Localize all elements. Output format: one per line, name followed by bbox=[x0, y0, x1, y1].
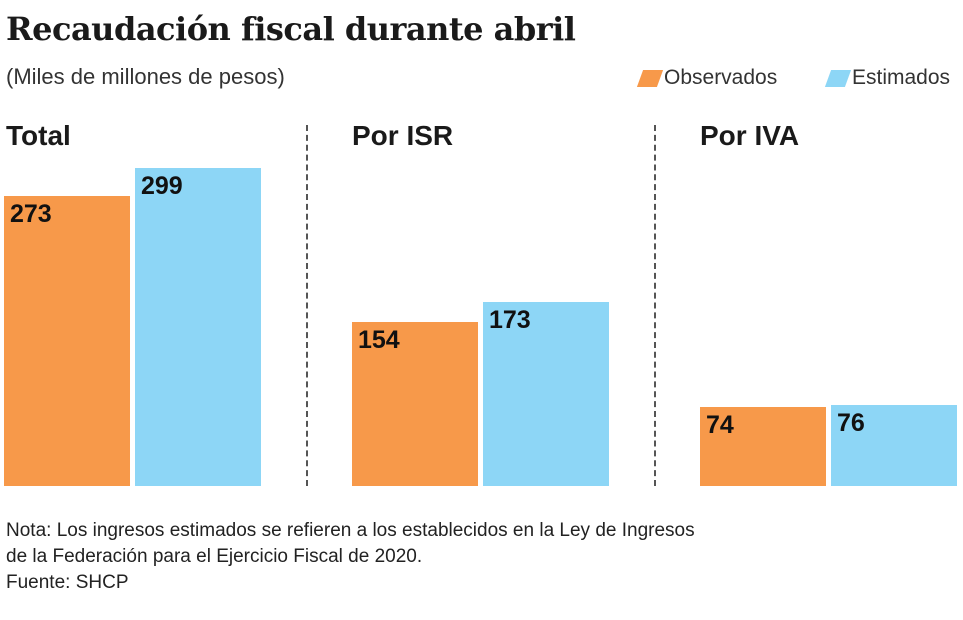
bar-estimados bbox=[135, 168, 261, 486]
panel-divider bbox=[654, 125, 656, 486]
legend-label: Observados bbox=[664, 66, 778, 89]
note-line: Nota: Los ingresos estimados se refieren… bbox=[6, 520, 695, 541]
panel-title-total: Total bbox=[6, 120, 71, 151]
note-line: de la Federación para el Ejercicio Fisca… bbox=[6, 546, 423, 567]
footnote: Nota: Los ingresos estimados se refieren… bbox=[6, 518, 695, 596]
bar-estimados bbox=[831, 405, 957, 486]
chart-subtitle: (Miles de millones de pesos) bbox=[6, 64, 285, 89]
legend-swatch-observados bbox=[636, 69, 664, 87]
data-label: 154 bbox=[358, 326, 400, 355]
data-label: 273 bbox=[10, 199, 52, 228]
source-line: Fuente: SHCP bbox=[6, 572, 129, 593]
legend-label: Estimados bbox=[852, 66, 951, 89]
data-label: 299 bbox=[141, 172, 183, 200]
bar-observados bbox=[700, 407, 826, 486]
panel-divider bbox=[306, 125, 308, 486]
bar-observados bbox=[352, 322, 478, 486]
legend-estimados: Estimados bbox=[824, 66, 951, 90]
legend-swatch-estimados bbox=[824, 69, 852, 87]
legend-observados: Observados bbox=[636, 66, 778, 90]
data-label: 173 bbox=[489, 306, 531, 334]
data-label: 76 bbox=[837, 409, 865, 438]
bar-observados bbox=[4, 195, 130, 486]
panel-title-iva: Por IVA bbox=[700, 120, 800, 151]
panel-title-isr: Por ISR bbox=[352, 120, 454, 151]
chart-title: Recaudación fiscal durante abril bbox=[6, 10, 576, 48]
bar-estimados bbox=[483, 302, 609, 486]
data-label: 74 bbox=[706, 411, 734, 440]
